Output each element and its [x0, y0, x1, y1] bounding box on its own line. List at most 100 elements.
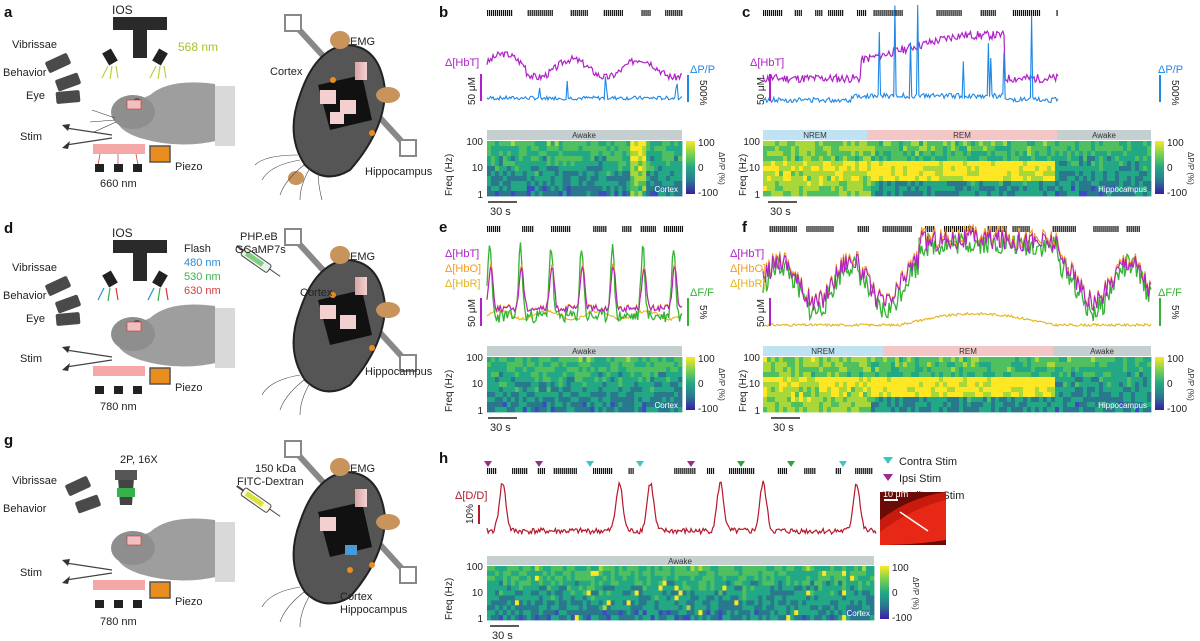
raster-tick [842, 10, 844, 16]
spectrogram-cell [782, 590, 787, 596]
spectrogram-cell [1083, 171, 1088, 177]
spectrogram-cell [811, 151, 816, 157]
spectrogram-cell [622, 387, 627, 393]
spectrogram-cell [566, 181, 571, 187]
spectrogram-cell [638, 146, 643, 152]
spectrogram-cell [923, 357, 928, 363]
spectrogram-cell [514, 397, 520, 403]
spectrogram-cell [791, 397, 796, 403]
spectrogram-cell [702, 566, 707, 572]
spectrogram-cell [991, 382, 996, 388]
spectrogram-cell [999, 362, 1004, 368]
contra-legend-label: Contra Stim [899, 456, 957, 468]
spectrogram-cell [558, 171, 564, 177]
raster-tick [810, 226, 812, 232]
spectrogram-cell [670, 407, 675, 413]
spectrogram-cell [843, 156, 848, 162]
spectrogram-cell [1139, 382, 1144, 388]
spectrogram-cell [839, 402, 844, 408]
tick-100: 100 [743, 353, 760, 364]
spectrogram-cell [939, 176, 944, 182]
spectrogram-cell [610, 585, 616, 591]
spectrogram-cell [795, 387, 800, 393]
raster-tick [514, 468, 516, 474]
raster-tick [505, 10, 507, 16]
spectrogram-cell [570, 397, 575, 403]
spectrogram-cell [1003, 382, 1008, 388]
spectrogram-cell [818, 615, 823, 621]
spectrogram-cell [895, 171, 900, 177]
spectrogram-cell [887, 146, 892, 152]
spectrogram-cell [1111, 156, 1116, 162]
spectrogram-cell [1051, 362, 1056, 368]
spectrogram-cell [791, 362, 796, 368]
spectrogram-cell [1115, 156, 1120, 162]
spectrogram-cell [490, 600, 496, 606]
spectrogram-cell [975, 151, 980, 157]
spectrogram-cell [646, 595, 651, 601]
raster-tick [1068, 226, 1070, 232]
spectrogram-cell [1067, 186, 1072, 192]
axes-c: Freq (Hz) 100 10 1 100 0 -100 ΔP/P (%) 3… [738, 137, 1195, 218]
spectrogram-cell [562, 575, 568, 582]
spectrogram-cell [646, 615, 651, 621]
spectrogram-cell [626, 161, 631, 167]
spectrogram-cell [871, 176, 876, 182]
spectrogram-cell [843, 151, 848, 157]
spectrogram-cell [843, 372, 848, 378]
spectrogram-cell [867, 372, 872, 378]
spectrogram-cell [967, 372, 972, 378]
spectrogram-cell [650, 146, 655, 152]
spectrogram-cell [779, 176, 784, 182]
raster-tick [1024, 226, 1026, 232]
spectrogram-cell [546, 605, 552, 611]
spectrogram-cell [610, 566, 616, 572]
spectrogram-cell [666, 161, 671, 167]
raster-tick [747, 468, 749, 474]
spectrogram-cell [598, 605, 604, 611]
spectrogram-cell [1095, 191, 1100, 197]
spectrogram-cell [775, 392, 780, 398]
spectrogram-cell [662, 372, 667, 378]
spectrogram-cell [642, 600, 647, 606]
spectrogram-cell [666, 156, 671, 162]
spectrogram-cell [995, 186, 1000, 192]
raster-tick [1126, 226, 1128, 232]
spectrogram-cell [867, 141, 872, 147]
spectrogram-cell [1043, 387, 1048, 393]
spectrogram-cell [674, 615, 679, 621]
raster-tick [816, 226, 818, 232]
spectrogram-cell [786, 585, 791, 591]
spectrogram-cell [967, 161, 972, 167]
raster-tick [871, 468, 873, 474]
spectrogram-cell [574, 397, 579, 403]
spectrogram-cell [622, 191, 627, 197]
spectrogram-cell [923, 156, 928, 162]
spectrogram-cell [502, 595, 508, 601]
spectrogram-cell [582, 407, 587, 413]
vessel-image: 10 μm [880, 489, 946, 545]
spectrogram-cell [730, 615, 735, 621]
spectrogram-cell [1027, 402, 1032, 408]
spectrogram-cell [1099, 407, 1104, 413]
spectrogram-cell [1059, 372, 1064, 378]
freq-axis-label: Freq (Hz) [738, 154, 749, 196]
spectrogram-cell [895, 357, 900, 363]
spectrogram-cell [903, 392, 908, 398]
spectrogram-cell [662, 402, 667, 408]
spectrogram-cell [574, 580, 580, 587]
spectrogram-cell [915, 362, 920, 368]
spectrogram-cell [863, 156, 868, 162]
spectrogram-cell [602, 141, 607, 147]
spectrogram-cell [530, 377, 536, 383]
raster-tick [1012, 10, 1015, 16]
mouse-diagram-d: PHP.eB GCaMP7s EMG Cortex Hippocampus [235, 228, 433, 416]
spectrogram-cell [835, 156, 840, 162]
setup-diagram-d: IOS Flash 480 nm 530 nm 630 nm Vibrissae… [3, 226, 235, 413]
spectrogram-cell [875, 186, 880, 192]
spectrogram-cell [538, 590, 544, 596]
spectrogram-cell [514, 615, 520, 621]
spectrogram-cell [850, 595, 855, 601]
spectrogram-cell [1095, 392, 1100, 398]
spectrogram-cell [1083, 392, 1088, 398]
